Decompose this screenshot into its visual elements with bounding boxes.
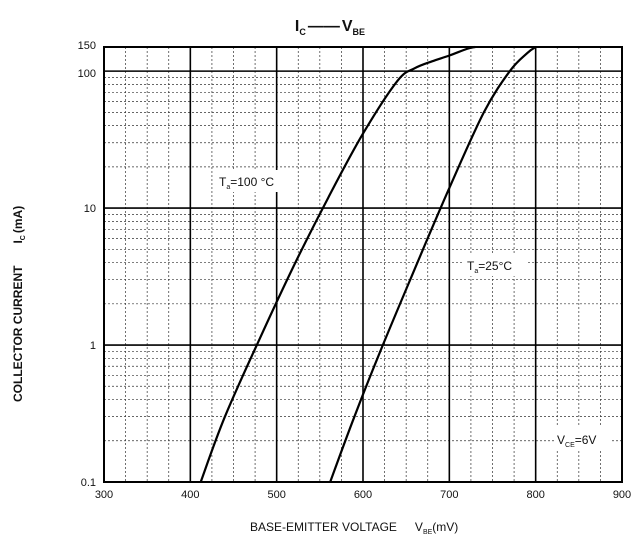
x-axis-label: BASE-EMITTER VOLTAGE VBE(mV) bbox=[250, 520, 458, 536]
x-tick-label: 700 bbox=[440, 489, 458, 501]
x-tick-label: 600 bbox=[354, 489, 372, 501]
plot-frame bbox=[103, 46, 623, 483]
x-tick-labels: 300 400 500 600 700 800 900 bbox=[95, 489, 631, 501]
x-tick-label: 500 bbox=[267, 489, 285, 501]
svg-text:VCE=6V: VCE=6V bbox=[557, 433, 596, 449]
x-tick-label: 900 bbox=[613, 489, 631, 501]
curve-series-1 bbox=[329, 46, 537, 483]
annotation-ta-25: Ta=25°C bbox=[464, 254, 528, 276]
chart-title: IC —— VBE bbox=[295, 18, 365, 37]
y-tick-label: 10 bbox=[84, 203, 96, 215]
annotation-ta-100: Ta=100 °C bbox=[216, 170, 294, 192]
y-axis-label: COLLECTOR CURRENTIC(mA) bbox=[11, 206, 27, 402]
x-tick-label: 400 bbox=[181, 489, 199, 501]
x-tick-label: 800 bbox=[526, 489, 544, 501]
annotation-vce: VCE=6V bbox=[554, 427, 612, 451]
svg-text:Ta=100 °C: Ta=100 °C bbox=[219, 175, 274, 191]
svg-text:Ta=25°C: Ta=25°C bbox=[467, 259, 512, 275]
curves bbox=[199, 45, 537, 483]
curve-series-0 bbox=[199, 45, 476, 483]
y-tick-label: 150 bbox=[78, 40, 96, 52]
y-tick-label: 1 bbox=[90, 340, 96, 352]
major-grid bbox=[104, 47, 622, 482]
x-tick-label: 300 bbox=[95, 489, 113, 501]
y-tick-label: 100 bbox=[78, 68, 96, 80]
y-tick-label: 0.1 bbox=[81, 477, 96, 489]
y-tick-labels: 0.1 1 10 100 150 bbox=[78, 40, 96, 489]
